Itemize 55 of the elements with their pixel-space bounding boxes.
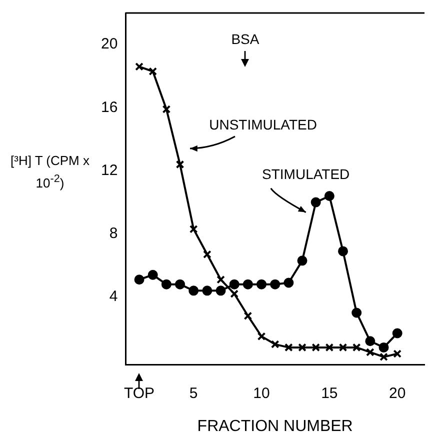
point [338, 246, 348, 256]
point [134, 274, 144, 285]
x-axis-title: FRACTION NUMBER [197, 418, 353, 435]
point [216, 275, 225, 284]
point [229, 279, 240, 290]
point [352, 343, 361, 352]
point [270, 340, 280, 348]
point [270, 279, 280, 290]
point [244, 312, 252, 320]
point [161, 279, 172, 290]
y-tick-label: 8 [109, 225, 118, 242]
point [256, 279, 267, 290]
point [284, 343, 293, 352]
y-tick-label: 12 [100, 162, 118, 179]
point [257, 332, 266, 341]
point [378, 342, 389, 352]
point [324, 191, 334, 201]
point [352, 308, 362, 318]
y-axis-title: [³H] T (CPM x 10$^{-2}$) [10, 152, 90, 192]
point [148, 67, 158, 76]
point [202, 286, 212, 296]
point [189, 224, 198, 234]
point [297, 256, 308, 266]
point [162, 105, 171, 114]
point [203, 250, 212, 259]
point [216, 286, 226, 296]
point [392, 328, 402, 338]
y-tick-label: 4 [109, 288, 118, 306]
point [312, 343, 320, 352]
point [176, 160, 184, 169]
x-tick-label: 5 [189, 384, 198, 402]
point [298, 343, 306, 352]
point [310, 197, 321, 208]
point [135, 62, 144, 71]
point [365, 336, 376, 346]
point [284, 278, 294, 288]
y-tick-label: 16 [100, 98, 118, 116]
x-tick-label: 10 [253, 384, 270, 402]
annotation: BSA [231, 31, 260, 47]
x-tick-label: TOP [124, 384, 155, 402]
point [366, 348, 374, 356]
point [338, 343, 348, 352]
point [242, 279, 253, 290]
y-tick-label: 20 [100, 36, 118, 53]
series-label: STIMULATED [262, 166, 350, 182]
point [175, 279, 186, 290]
point [393, 350, 402, 358]
point [188, 286, 199, 296]
x-tick-label: 20 [388, 384, 406, 402]
point [325, 343, 334, 352]
text: UNSTIMULATED [209, 116, 317, 132]
point [230, 290, 239, 298]
point [380, 352, 388, 362]
x-tick-label: 15 [321, 384, 338, 402]
point [148, 270, 158, 280]
